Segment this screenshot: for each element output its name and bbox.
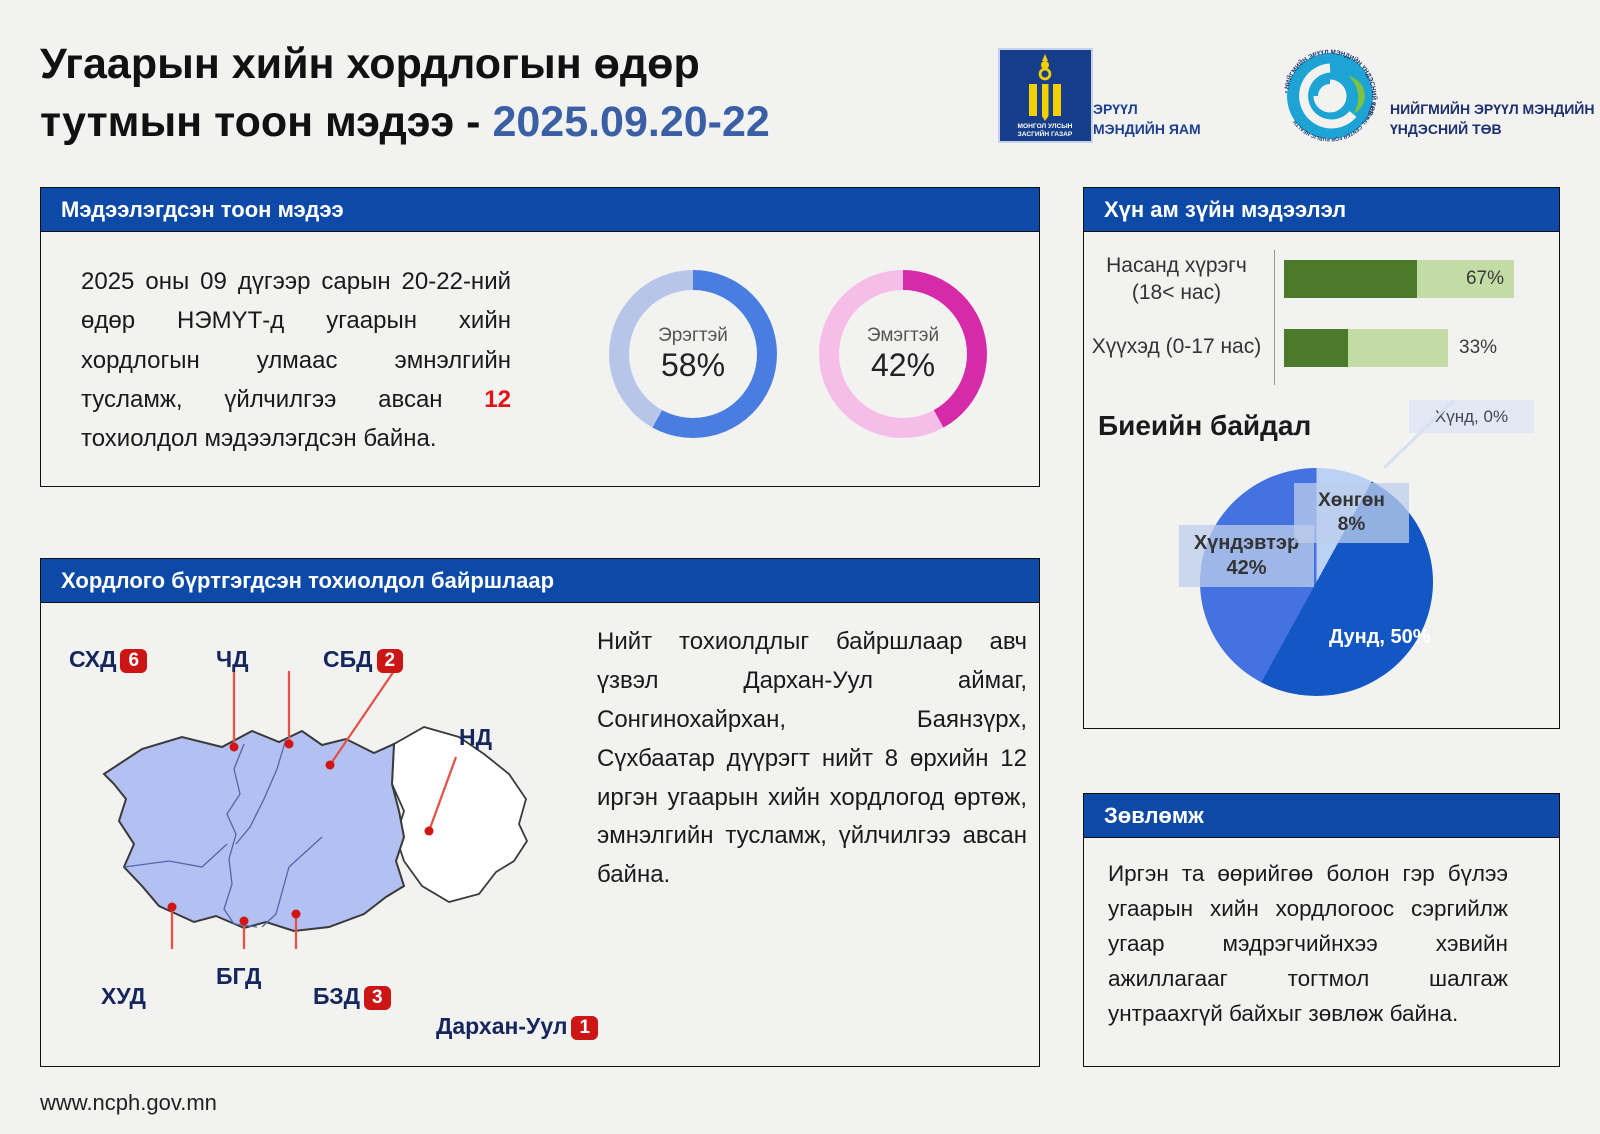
svg-text:ЗАСГИЙН ГАЗАР: ЗАСГИЙН ГАЗАР: [1018, 129, 1073, 138]
svg-text:МОНГОЛ УЛСЫН: МОНГОЛ УЛСЫН: [1018, 123, 1073, 130]
